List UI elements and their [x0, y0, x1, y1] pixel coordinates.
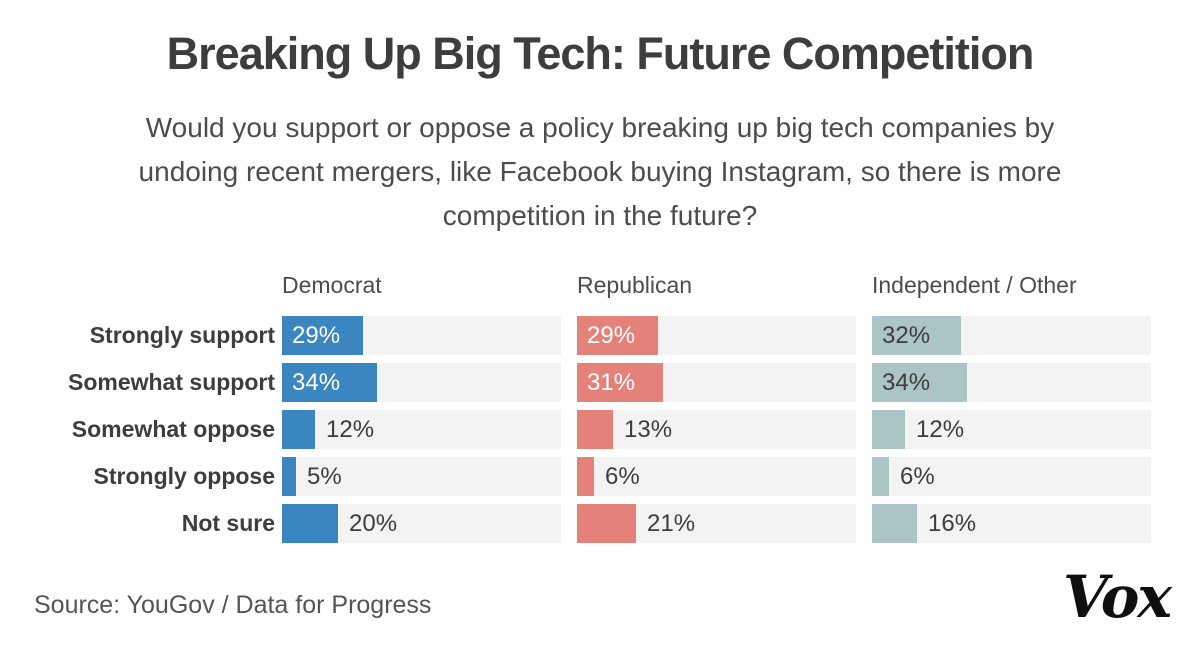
bar [282, 410, 315, 449]
category-label: Somewhat oppose [71, 416, 275, 442]
subtitle-line: competition in the future? [442, 200, 758, 231]
bar [872, 316, 961, 355]
bar-value-label: 20% [349, 510, 398, 537]
bar-value-label: 6% [605, 463, 640, 490]
bar-value-label: 5% [307, 463, 342, 490]
subtitle-line: Would you support or oppose a policy bre… [145, 112, 1055, 143]
bar-value-label: 12% [916, 416, 965, 443]
bar [872, 457, 889, 496]
vox-logo: Vox [1063, 563, 1172, 631]
bar [577, 316, 658, 355]
bar-value-label: 31% [587, 369, 636, 396]
bar-track [577, 410, 856, 449]
subtitle-line: undoing recent mergers, like Facebook bu… [138, 156, 1062, 187]
bar [282, 316, 363, 355]
source-credit: Source: YouGov / Data for Progress [34, 591, 432, 619]
bar [282, 457, 296, 496]
bar [577, 410, 613, 449]
bar [282, 363, 377, 402]
bar-value-label: 32% [882, 322, 931, 349]
bar [577, 504, 636, 543]
column-header: Democrat [282, 272, 382, 298]
bar [577, 457, 594, 496]
bar-value-label: 29% [587, 322, 636, 349]
bar-value-label: 12% [326, 416, 375, 443]
bar-value-label: 16% [928, 510, 977, 537]
column-header: Independent / Other [872, 272, 1077, 298]
category-label: Not sure [181, 510, 275, 536]
bar [282, 504, 338, 543]
bar-track [872, 410, 1151, 449]
bar [872, 504, 917, 543]
bar-value-label: 34% [882, 369, 931, 396]
category-label: Strongly oppose [93, 463, 275, 489]
chart-subtitle: Would you support or oppose a policy bre… [0, 106, 1200, 238]
bar-value-label: 13% [624, 416, 673, 443]
bar-track [577, 457, 856, 496]
bar-track [872, 457, 1151, 496]
bar [577, 363, 663, 402]
bar-value-label: 34% [292, 369, 341, 396]
bar-value-label: 6% [900, 463, 935, 490]
column-header: Republican [577, 272, 693, 298]
bar-track [872, 504, 1151, 543]
bar-value-label: 21% [647, 510, 696, 537]
category-label: Strongly support [89, 322, 275, 348]
bar-track [282, 457, 561, 496]
category-label: Somewhat support [67, 369, 275, 395]
page-title: Breaking Up Big Tech: Future Competition [166, 28, 1035, 79]
bar-track [282, 410, 561, 449]
bar [872, 363, 967, 402]
bar-value-label: 29% [292, 322, 341, 349]
bar [872, 410, 905, 449]
